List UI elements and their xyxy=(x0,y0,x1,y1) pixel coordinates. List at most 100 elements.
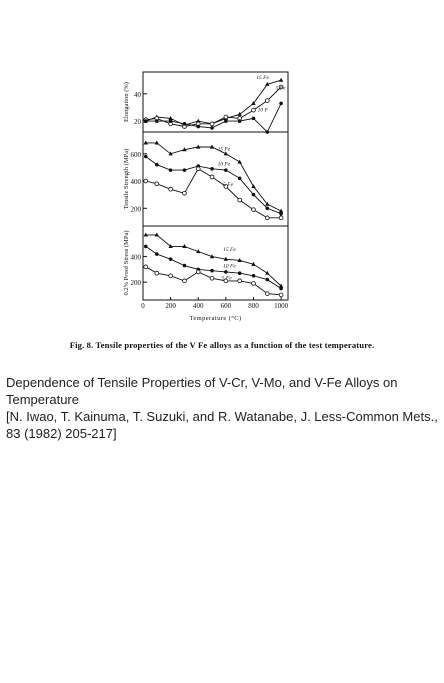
panel-1: 20 40 Elongation (%) 15 Fe 5 Fe 10 F xyxy=(123,71,289,134)
data-point xyxy=(182,191,187,196)
series-line xyxy=(145,156,282,215)
data-point xyxy=(143,264,149,270)
data-point xyxy=(168,257,173,261)
data-point xyxy=(251,107,256,113)
data-point xyxy=(209,174,215,180)
data-point xyxy=(278,292,284,298)
data-point xyxy=(155,119,159,123)
data-point xyxy=(182,263,187,268)
x-tick-label: 0 xyxy=(141,302,145,310)
data-point xyxy=(143,178,149,184)
data-point xyxy=(168,115,173,120)
data-point xyxy=(251,273,256,278)
data-point xyxy=(143,244,148,249)
data-point xyxy=(278,215,284,221)
data-point xyxy=(182,278,187,284)
data-point xyxy=(237,111,242,116)
data-point xyxy=(265,277,270,282)
data-point xyxy=(251,192,256,197)
data-point xyxy=(210,126,214,130)
series-10fe xyxy=(143,154,283,216)
y-tick-label: 200 xyxy=(131,205,142,213)
series-10fe xyxy=(143,101,283,134)
data-point xyxy=(196,118,201,123)
data-point xyxy=(237,176,242,181)
data-point xyxy=(154,181,160,187)
y-axis-label: Tensile Strength (MPa) xyxy=(123,149,130,210)
y-tick-label: 400 xyxy=(131,178,142,186)
data-point xyxy=(154,270,160,276)
description-citation: [N. Iwao, T. Kainuma, T. Suzuki, and R. … xyxy=(6,409,438,441)
figure-caption: Fig. 8. Tensile properties of the V Fe a… xyxy=(69,340,375,350)
tensile-properties-figure: 20 40 Elongation (%) 15 Fe 5 Fe 10 F 200 400 600… xyxy=(123,71,289,322)
data-point xyxy=(196,249,201,254)
data-point xyxy=(278,77,284,82)
series-15fe xyxy=(143,77,284,127)
data-point xyxy=(168,273,173,279)
y-tick-label: 600 xyxy=(131,151,142,159)
data-point xyxy=(182,244,187,249)
data-point xyxy=(223,184,229,189)
x-tick-label: 200 xyxy=(165,302,176,310)
data-point xyxy=(143,119,148,123)
data-point xyxy=(251,184,256,189)
data-point xyxy=(195,166,201,172)
series-15fe xyxy=(143,232,284,288)
data-point xyxy=(223,278,229,284)
data-point xyxy=(278,84,284,90)
data-point xyxy=(155,162,159,167)
data-point xyxy=(237,197,242,203)
series-line xyxy=(145,79,282,126)
data-point xyxy=(265,206,270,211)
data-point xyxy=(143,140,148,145)
data-point xyxy=(168,244,173,249)
data-point xyxy=(196,124,201,129)
x-tick-label: 400 xyxy=(193,302,204,310)
panel-frame xyxy=(142,225,289,301)
x-tick-label: 1000 xyxy=(274,302,289,310)
y-axis-label: Elongation (%) xyxy=(123,82,130,122)
data-point xyxy=(251,116,256,121)
data-point xyxy=(251,281,256,286)
data-point xyxy=(278,208,284,213)
data-point xyxy=(182,168,187,172)
data-point xyxy=(155,252,159,256)
data-point xyxy=(278,283,284,288)
data-point xyxy=(264,98,270,103)
data-point xyxy=(182,147,187,152)
data-point xyxy=(224,270,228,274)
data-point xyxy=(209,254,215,259)
data-point xyxy=(154,232,160,237)
data-point xyxy=(223,114,229,120)
data-point xyxy=(195,269,201,275)
series-label: 5 Fe xyxy=(276,86,286,92)
series-line xyxy=(145,246,282,289)
series-label: 10 Fe xyxy=(223,263,236,269)
x-tick-label: 800 xyxy=(248,302,259,310)
data-point xyxy=(196,144,201,149)
y-tick-label: 400 xyxy=(131,254,142,262)
data-point xyxy=(143,232,148,237)
data-point xyxy=(182,122,187,126)
data-point xyxy=(168,168,173,172)
data-point xyxy=(224,119,228,123)
y-tick-label: 20 xyxy=(134,118,142,126)
series-10fe xyxy=(143,244,283,291)
series-label: 5 Fe xyxy=(222,276,232,282)
data-point xyxy=(251,207,256,212)
data-point xyxy=(168,119,173,123)
data-point xyxy=(210,268,214,273)
description-title: Dependence of Tensile Properties of V-Cr… xyxy=(6,375,398,407)
series-label: 15 Fe xyxy=(218,146,231,152)
data-point xyxy=(223,256,229,261)
series-5fe xyxy=(143,166,284,221)
data-point xyxy=(224,168,228,172)
data-point xyxy=(251,261,256,266)
data-point xyxy=(209,276,215,281)
series-label: 15 Fe xyxy=(223,247,236,253)
data-point xyxy=(237,159,242,164)
series-15fe xyxy=(143,140,284,213)
data-point xyxy=(265,201,270,206)
data-point xyxy=(264,215,270,221)
